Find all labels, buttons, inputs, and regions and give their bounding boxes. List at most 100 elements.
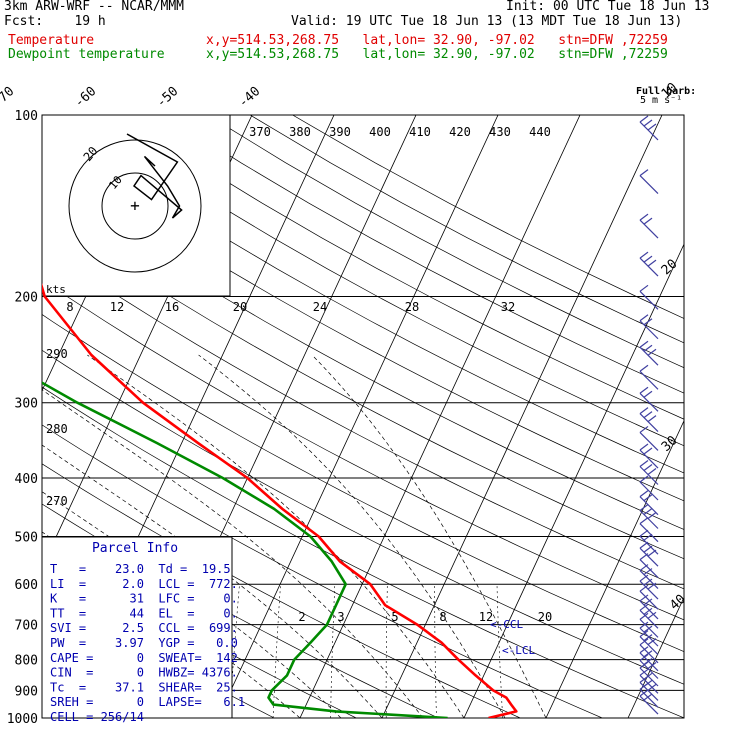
pressure-label: 100 (15, 109, 38, 124)
wind-barb-flag (647, 259, 657, 267)
wind-barb (639, 661, 659, 687)
pressure-label: 900 (15, 684, 38, 699)
wind-barb-staff (639, 510, 659, 529)
wind-barb-flag (643, 411, 653, 419)
wind-barb-flag (639, 364, 649, 372)
temperature-location: x,y=514.53,268.75 lat,lon= 32.90, -97.02… (206, 33, 668, 48)
wind-barb-flag (639, 646, 649, 654)
wind-barb-staff (639, 590, 659, 610)
wind-barb (639, 340, 659, 366)
mixing-ratio-line (272, 584, 281, 718)
dry-adiabat-line (42, 386, 684, 718)
wind-barb (639, 364, 659, 390)
wind-barb-staff (639, 580, 659, 600)
wind-barb-flag (639, 284, 649, 292)
theta-label: 440 (529, 125, 551, 139)
wind-barb-flag (639, 553, 649, 561)
dry-adiabat-line (42, 147, 684, 502)
wind-barb-staff (639, 570, 659, 589)
parcel-info-row: CIN = 0 HWBZ= 4376. (50, 666, 238, 680)
wind-barb-flag (639, 603, 649, 611)
forecast-hour: Fcst: 19 h (4, 14, 106, 29)
hodograph-speed-label: 8 (66, 300, 73, 314)
wind-barb (639, 386, 659, 412)
dewpoint-location: x,y=514.53,268.75 lat,lon= 32.90, -97.02… (206, 47, 668, 62)
wind-barb-flag (647, 611, 657, 619)
mixing-ratio-line (385, 584, 388, 718)
wind-barb-staff (639, 219, 659, 239)
theta-label: 420 (449, 125, 471, 139)
isotherm-line (463, 243, 684, 718)
plot-frame (41, 114, 685, 719)
wind-barb-staff (639, 674, 659, 694)
hodograph-ring-outer (68, 139, 202, 273)
isotherm-label: -60 (72, 84, 99, 111)
wind-barb-flag (639, 584, 649, 592)
pressure-label: 300 (15, 397, 38, 412)
isotherm-line (545, 419, 684, 718)
wind-barb-flag (639, 213, 649, 221)
moist-adiabat-line (198, 354, 506, 718)
wind-barb-flag (643, 533, 653, 541)
wind-barb-flag (643, 344, 653, 352)
mixing-ratio-line (434, 584, 437, 718)
wind-barb-flag (639, 517, 649, 525)
wind-barb-staff (639, 644, 659, 664)
theta-label: 290 (46, 347, 68, 361)
wind-barb-flag (639, 475, 649, 483)
wind-barb-flag (639, 638, 649, 646)
wind-barb (639, 541, 659, 567)
wind-barb-flag (643, 464, 653, 471)
wind-barb-flag (639, 682, 649, 690)
isotherm-line (381, 115, 663, 718)
dry-adiabat-line (42, 212, 684, 560)
dry-adiabat-line (42, 314, 684, 652)
hodograph-speed-label: 24 (313, 300, 327, 314)
isotherm-label: -70 (0, 84, 17, 111)
wind-barb-staff (639, 370, 659, 390)
wind-barb-flag (639, 689, 649, 697)
wind-barb-staff (639, 660, 659, 679)
wind-barb (639, 251, 659, 277)
parcel-info-row: SREH = 0 LAPSE= 6.1 (50, 695, 245, 709)
isotherm-line (710, 115, 740, 718)
theta-label: 370 (249, 125, 271, 139)
wind-barb-staff (639, 432, 659, 451)
wind-barb (639, 504, 659, 529)
wind-barb-flag (639, 425, 649, 433)
wind-barb (639, 407, 659, 433)
pressure-label: 500 (15, 530, 38, 545)
wind-barb-staff (639, 636, 659, 656)
theta-label: 410 (409, 125, 431, 139)
wind-barb-flag (639, 668, 649, 676)
dry-adiabat-line (165, 115, 684, 394)
dewpoint-temperature-line (42, 381, 448, 718)
wind-barb-staff (639, 688, 659, 708)
parcel-info-title: Parcel Info (92, 541, 178, 556)
wind-barb-flag (639, 340, 649, 348)
moist-adiabat-line (42, 389, 424, 718)
wind-barb-flag (639, 115, 649, 123)
wind-barb-staff (639, 559, 659, 579)
parcel-info-row: K = 31 LFC = 0. (50, 592, 238, 606)
moist-adiabat-line (311, 354, 547, 718)
wind-barb-flag (639, 612, 649, 620)
hodograph-panel (41, 114, 231, 297)
moist-adiabat-line (87, 354, 465, 718)
parcel-info-row: Tc = 37.1 SHEAR= 25. (50, 680, 238, 694)
wind-barb-flag (643, 598, 653, 606)
mixing-ratio-label: 5 (391, 610, 398, 624)
wind-barb-staff (639, 413, 659, 433)
wind-barb-staff (639, 652, 659, 672)
wind-barb-flag (639, 621, 649, 629)
theta-label: 270 (46, 494, 68, 508)
wind-barb-flag (639, 504, 649, 511)
ccl-marker: <-CCL (490, 618, 523, 631)
isotherm-label: 20 (659, 257, 681, 279)
wind-barb-flag (643, 607, 653, 615)
wind-barb (639, 425, 659, 451)
wind-barb-flag (639, 574, 649, 582)
hodograph-speed-label: 12 (110, 300, 124, 314)
wind-barb-staff (639, 609, 659, 629)
hodograph-center-mark: + (130, 196, 140, 215)
